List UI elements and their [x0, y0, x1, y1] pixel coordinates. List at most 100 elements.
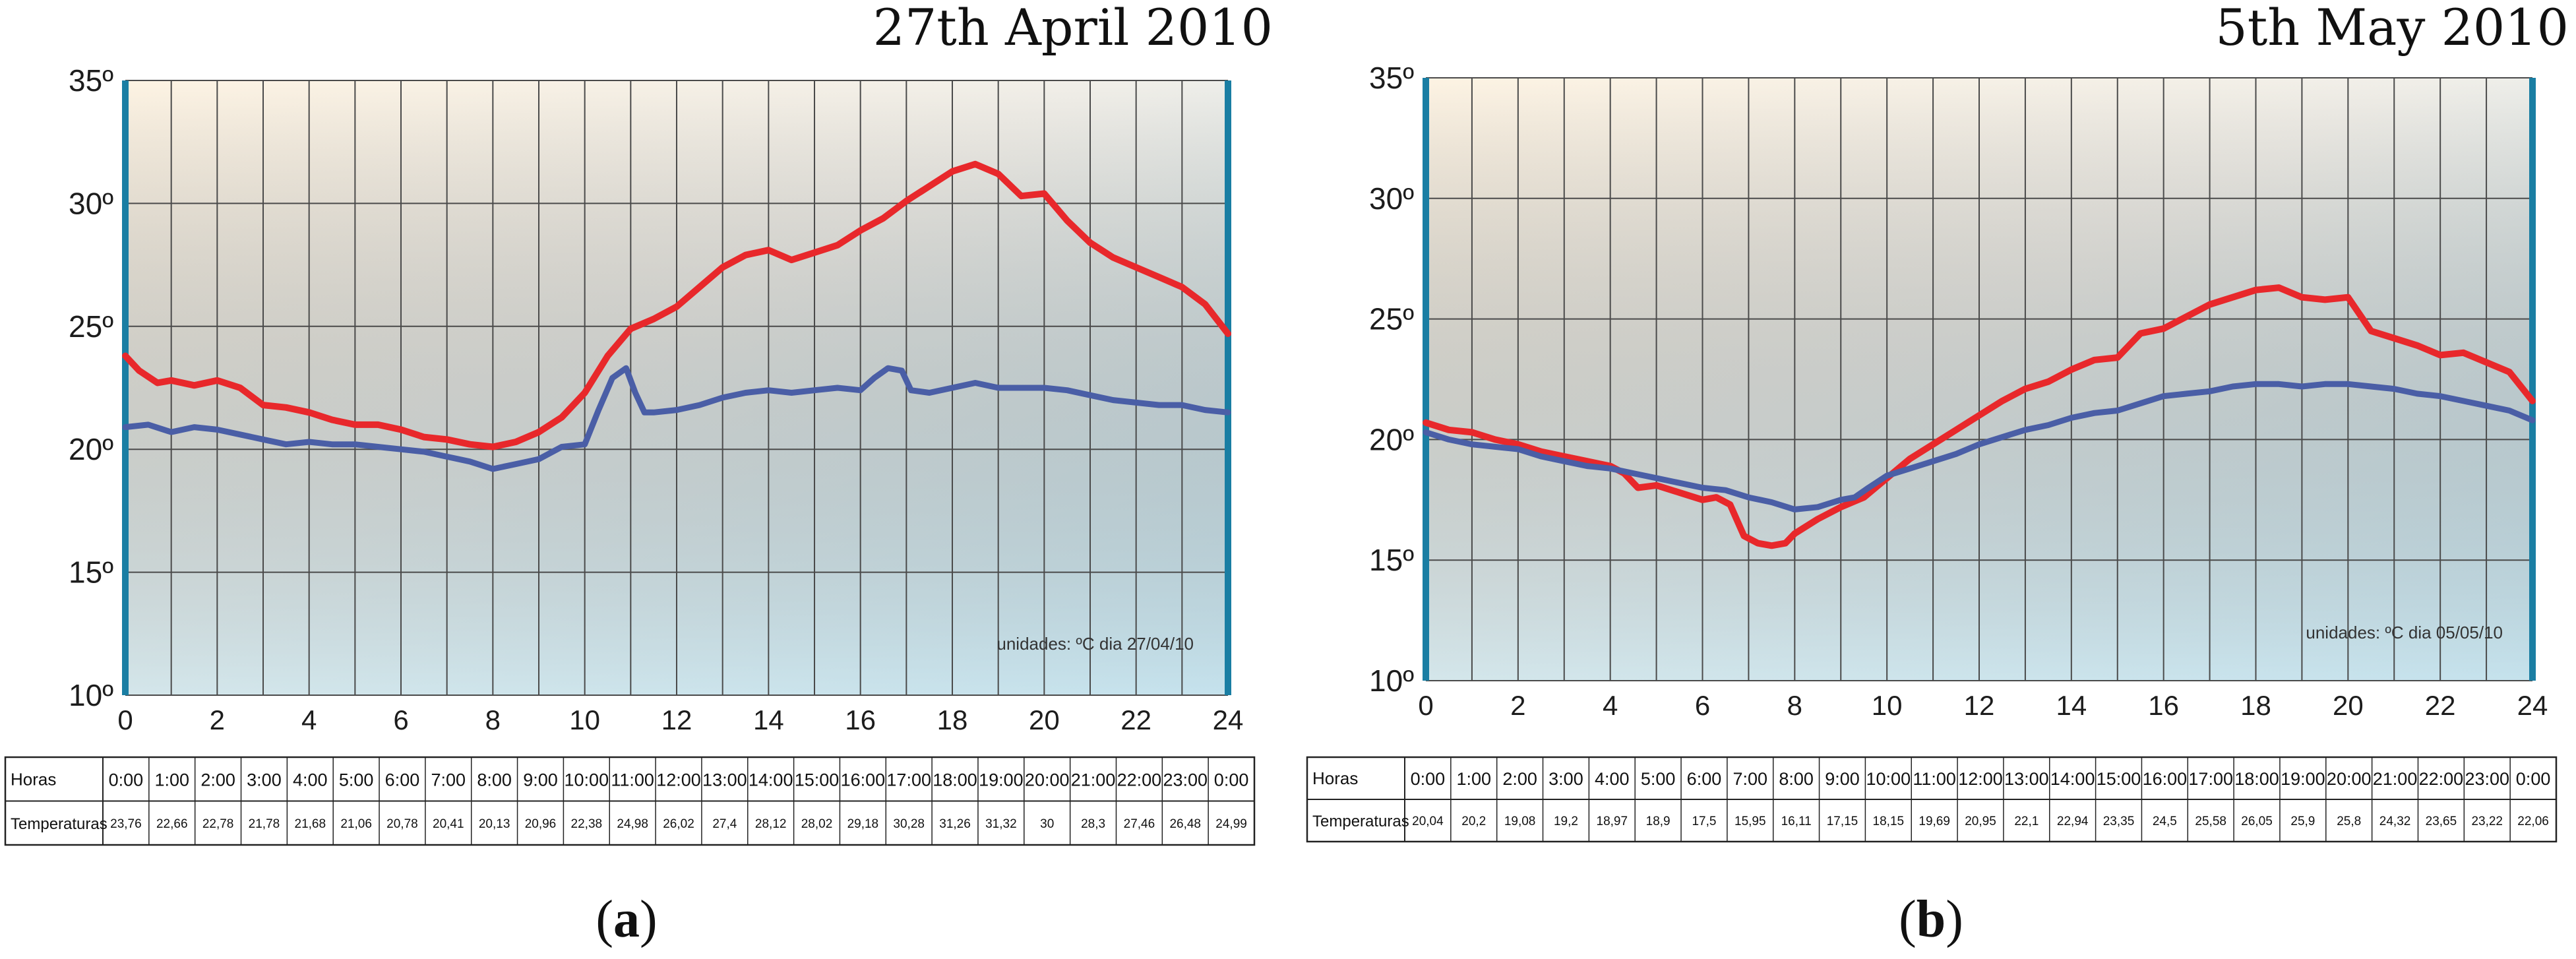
y-tick-label: 15º [69, 555, 113, 590]
table-hour-cell: 19:00 [979, 770, 1024, 789]
table-hour-cell: 6:00 [1687, 769, 1722, 789]
x-tick-label: 22 [2425, 690, 2456, 721]
table-hour-cell: 7:00 [431, 770, 466, 789]
table-value-cell: 15,95 [1734, 815, 1766, 828]
table-hour-cell: 14:00 [2050, 769, 2095, 789]
table-value-cell: 23,35 [2103, 815, 2135, 828]
y-tick-label: 20º [1369, 422, 1414, 456]
table-hour-cell: 13:00 [702, 770, 747, 789]
table-hour-cell: 6:00 [385, 770, 420, 789]
x-tick-label: 4 [301, 704, 317, 735]
table-value-cell: 22,38 [571, 817, 603, 831]
table-hour-cell: 18:00 [933, 770, 977, 789]
y-tick-label: 30º [1369, 181, 1414, 216]
x-tick-label: 6 [393, 704, 408, 735]
x-tick-label: 2 [1510, 690, 1525, 721]
table-value-cell: 28,12 [755, 817, 787, 831]
table-hour-cell: 0:00 [109, 770, 144, 789]
table-value-cell: 25,58 [2195, 815, 2226, 828]
table-value-cell: 22,94 [2057, 815, 2089, 828]
table-value-cell: 30,28 [893, 817, 925, 831]
x-tick-label: 20 [1029, 704, 1060, 735]
table-hour-cell: 10:00 [565, 770, 609, 789]
y-tick-label: 30º [69, 186, 113, 220]
table-value-cell: 26,48 [1169, 817, 1201, 831]
x-tick-label: 20 [2333, 690, 2364, 721]
table-value-cell: 31,26 [939, 817, 971, 831]
x-tick-label: 24 [1213, 704, 1244, 735]
table-value-cell: 22,66 [156, 817, 188, 831]
table-hour-cell: 15:00 [2097, 769, 2141, 789]
table-hour-cell: 8:00 [477, 770, 512, 789]
x-tick-label: 10 [569, 704, 600, 735]
table-value-cell: 20,13 [479, 817, 510, 831]
x-tick-label: 2 [210, 704, 225, 735]
y-tick-label: 10º [1369, 664, 1414, 698]
table-value-cell: 22,78 [202, 817, 234, 831]
data-table: Horas Temperaturas 0:00 1:00 2:00 3:00 4:00 5:0… [1306, 756, 2558, 843]
panel-label: (b) [1899, 890, 1963, 948]
table-hour-cell: 15:00 [795, 770, 840, 789]
x-tick-label: 8 [485, 704, 501, 735]
chart-title: 27th April 2010 [873, 0, 1273, 57]
table-hour-cell: 10:00 [1866, 769, 1911, 789]
table-hour-cell: 18:00 [2234, 769, 2279, 789]
table-value-cell: 26,02 [663, 817, 694, 831]
table-hour-cell: 20:00 [2327, 769, 2372, 789]
series-line-blue [1423, 381, 2536, 512]
table-value-cell: 27,46 [1124, 817, 1155, 831]
x-tick-label: 14 [2056, 690, 2087, 721]
table-value-cell: 30 [1040, 817, 1054, 831]
table-hour-cell: 16:00 [841, 770, 886, 789]
table-value-cell: 29,18 [847, 817, 879, 831]
table-hour-cell: 1:00 [154, 770, 189, 789]
table-value-cell: 26,05 [2241, 815, 2273, 828]
table-value-cell: 25,8 [2337, 815, 2361, 828]
table-hour-cell: 20:00 [1025, 770, 1070, 789]
table-hour-cell: 4:00 [293, 770, 328, 789]
y-tick-label: 20º [69, 432, 113, 466]
table-hour-cell: 9:00 [523, 770, 558, 789]
table-hour-cell: 16:00 [2143, 769, 2188, 789]
table-value-cell: 27,4 [712, 817, 737, 831]
table-value-cell: 25,9 [2290, 815, 2315, 828]
x-tick-label: 0 [117, 704, 133, 735]
table-value-cell: 20,04 [1412, 815, 1444, 828]
x-tick-label: 0 [1418, 690, 1433, 721]
table-value-cell: 17,15 [1827, 815, 1858, 828]
chart-title: 5th May 2010 [2215, 0, 2569, 57]
table-value-cell: 24,32 [2379, 815, 2411, 828]
table-value-cell: 19,08 [1504, 815, 1536, 828]
table-hour-cell: 2:00 [1502, 769, 1537, 789]
table-hour-cell: 3:00 [1549, 769, 1583, 789]
table-value-cell: 20,96 [525, 817, 557, 831]
panel-label: (a) [596, 890, 657, 948]
table-value-cell: 24,5 [2153, 815, 2177, 828]
table-value-cell: 20,41 [433, 817, 464, 831]
y-tick-label: 25º [69, 309, 113, 344]
units-note: unidades: ºC dia 27/04/10 [997, 634, 1194, 654]
table-hour-cell: 2:00 [200, 770, 235, 789]
table-value-cell: 19,69 [1918, 815, 1950, 828]
table-hour-cell: 17:00 [886, 770, 931, 789]
y-tick-label: 25º [1369, 302, 1414, 336]
table-hour-cell: 0:00 [2516, 769, 2551, 789]
table-value-cell: 21,68 [295, 817, 326, 831]
x-tick-label: 18 [2240, 690, 2271, 721]
table-hour-cell: 11:00 [611, 770, 654, 789]
table-hour-cell: 14:00 [749, 770, 793, 789]
table-value-cell: 21,06 [340, 817, 372, 831]
right-frame-bar [2529, 78, 2536, 681]
table-value-cell: 23,76 [110, 817, 142, 831]
x-tick-label: 16 [845, 704, 876, 735]
table-hour-cell: 21:00 [1071, 770, 1116, 789]
x-tick-label: 22 [1120, 704, 1151, 735]
x-tick-label: 10 [1872, 690, 1903, 721]
table-value-cell: 28,02 [801, 817, 833, 831]
table-hour-cell: 17:00 [2188, 769, 2233, 789]
table-row-label: Horas [1312, 768, 1358, 788]
table-value-cell: 18,15 [1873, 815, 1905, 828]
